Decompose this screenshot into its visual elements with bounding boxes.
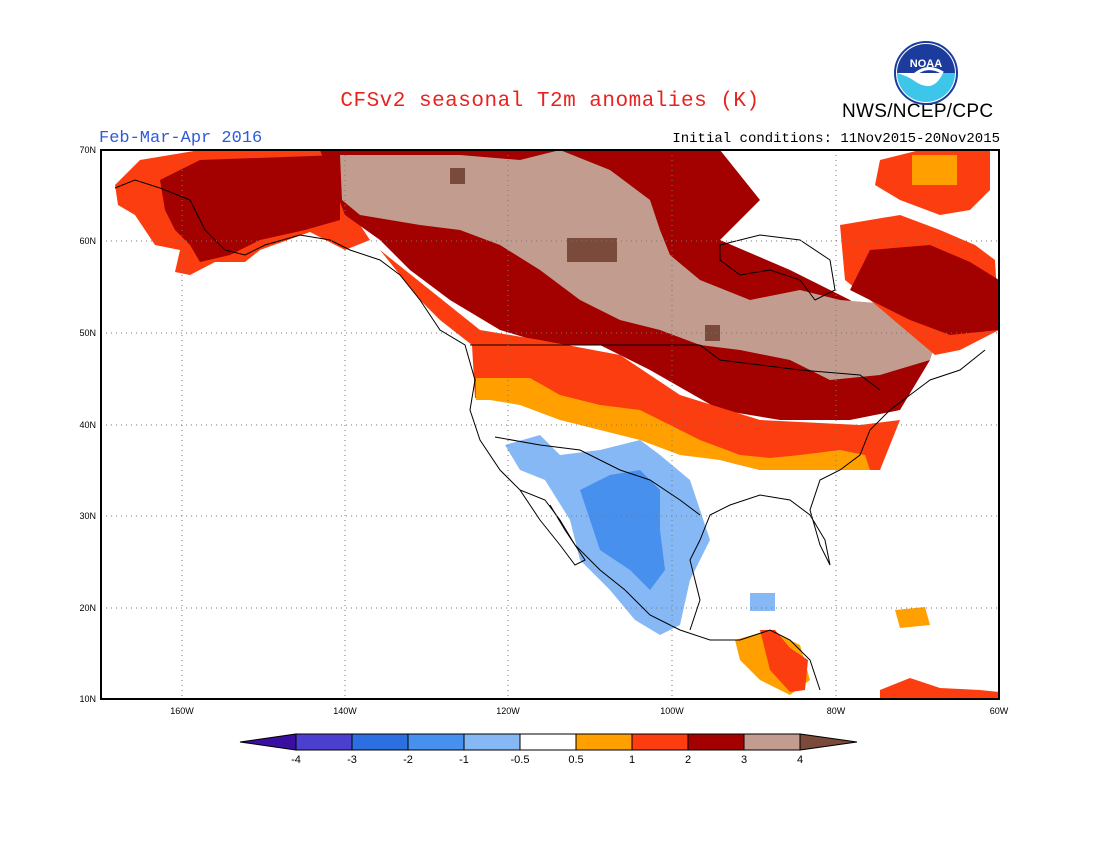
- anomaly-region-alaska-inner: [160, 155, 340, 262]
- initial-conditions-label: Initial conditions: 11Nov2015-20Nov2015: [672, 131, 1000, 147]
- colorbar-label: 1: [629, 754, 635, 766]
- colorbar-cell: [631, 733, 689, 751]
- border-us-mexico: [494, 436, 701, 516]
- colorbar-cell: [407, 733, 465, 751]
- colorbar-cell: [575, 733, 633, 751]
- map-frame: [100, 149, 1000, 700]
- lon-label: 120W: [496, 706, 520, 716]
- lon-label: 140W: [333, 706, 357, 716]
- anomaly-spot-brown-2: [450, 168, 465, 184]
- anomaly-region-mexico-blue: [580, 470, 665, 590]
- anomaly-region-labrador-darkred: [850, 245, 999, 335]
- colorbar-label: 3: [741, 754, 747, 766]
- lat-label: 10N: [79, 694, 96, 704]
- coastline-gulf: [689, 349, 986, 631]
- coastlines: [114, 179, 986, 691]
- colorbar-cell: [463, 733, 521, 751]
- anomaly-spot-brown-3: [705, 325, 720, 341]
- map-title: CFSv2 seasonal T2m anomalies (K): [340, 90, 760, 113]
- lat-label: 40N: [79, 420, 96, 430]
- colorbar-cell: [519, 733, 577, 751]
- lon-label: 100W: [660, 706, 684, 716]
- lon-label: 160W: [170, 706, 194, 716]
- lon-label: 60W: [990, 706, 1009, 716]
- coastline-hudson: [719, 234, 836, 301]
- colorbar-label: -3: [347, 754, 357, 766]
- lat-label: 70N: [79, 145, 96, 155]
- anomaly-region-orange-band: [476, 378, 870, 470]
- coastline-alaska: [114, 179, 821, 691]
- colorbar: -4 -3 -2 -1 -0.5 0.5 1 2 3 4: [239, 733, 858, 766]
- lat-label: 50N: [79, 328, 96, 338]
- colorbar-arrow-low: [239, 733, 297, 751]
- lat-label: 30N: [79, 511, 96, 521]
- border-us-canada: [470, 344, 881, 391]
- colorbar-label: -1: [459, 754, 469, 766]
- anomaly-fields: [115, 150, 999, 699]
- logo-text: NOAA: [910, 58, 942, 70]
- lat-labels: 70N 60N 50N 40N 30N 20N 10N: [79, 145, 96, 704]
- colorbar-cell: [687, 733, 745, 751]
- agency-label: NWS/NCEP/CPC: [842, 101, 994, 122]
- lon-label: 80W: [827, 706, 846, 716]
- colorbar-cell: [743, 733, 801, 751]
- season-label: Feb-Mar-Apr 2016: [99, 129, 263, 148]
- anomaly-region-central-america-red: [760, 630, 808, 692]
- anomaly-region-south-america-red: [880, 678, 999, 699]
- anomaly-spot-greenland-orange: [912, 155, 957, 185]
- lat-label: 20N: [79, 603, 96, 613]
- colorbar-label: -4: [291, 754, 301, 766]
- colorbar-arrow-high: [799, 733, 858, 751]
- noaa-logo: NOAA: [894, 41, 958, 105]
- colorbar-cell: [351, 733, 409, 751]
- coastline-baja: [519, 489, 586, 566]
- lon-labels: 160W 140W 120W 100W 80W 60W: [170, 706, 1009, 716]
- anomaly-spot-brown-1: [567, 238, 617, 262]
- colorbar-label: 4: [797, 754, 803, 766]
- colorbar-label: 0.5: [568, 754, 583, 766]
- anomaly-spot-central-blue: [750, 593, 775, 611]
- lat-label: 60N: [79, 236, 96, 246]
- colorbar-label: 2: [685, 754, 691, 766]
- colorbar-label: -2: [403, 754, 413, 766]
- anomaly-region-caribbean: [895, 607, 930, 628]
- anomaly-region-canada-tan: [340, 150, 940, 380]
- colorbar-label: -0.5: [511, 754, 530, 766]
- colorbar-cell: [295, 733, 353, 751]
